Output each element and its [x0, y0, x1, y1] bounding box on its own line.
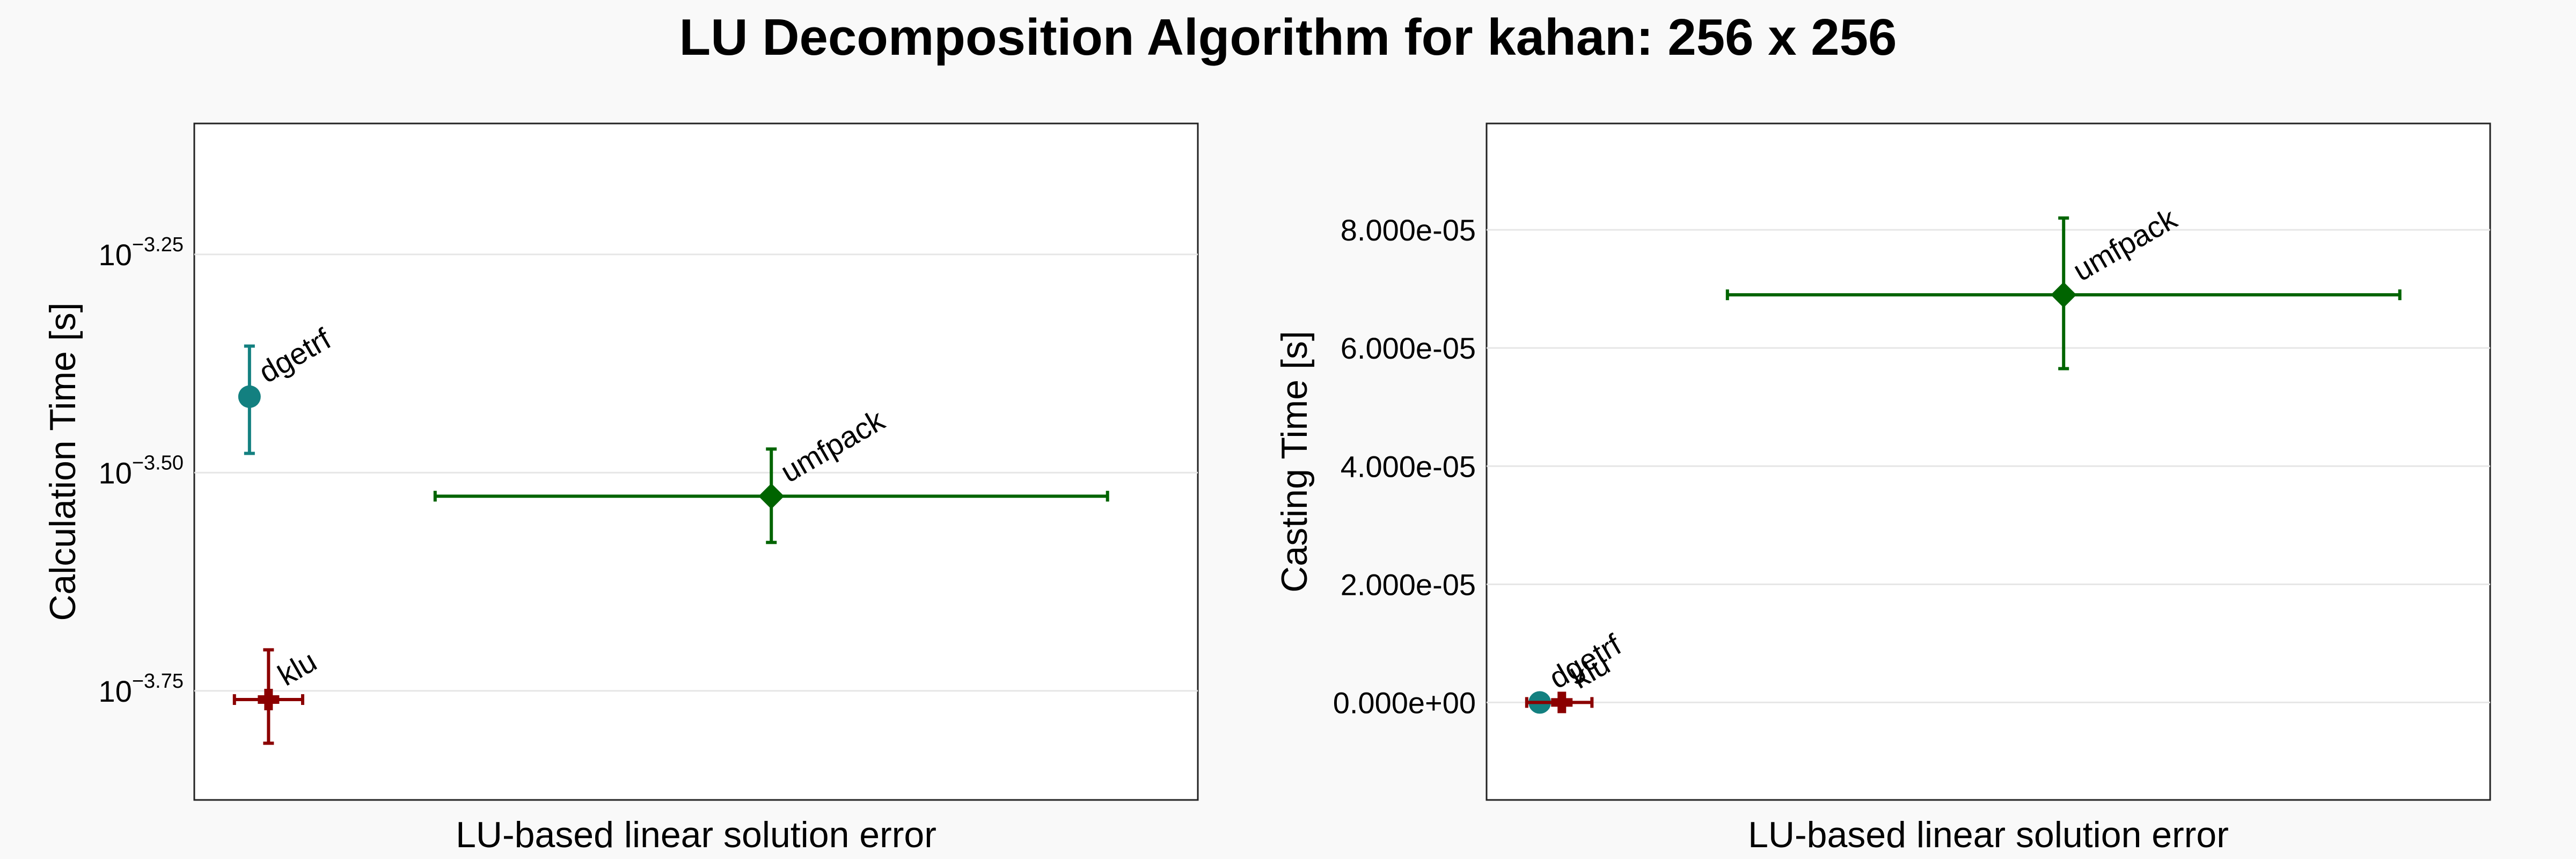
- plot-area: [1485, 122, 2491, 801]
- marker-dgetrf: [238, 385, 261, 408]
- grid-lines: [1487, 229, 2490, 703]
- y-tick-label: 4.000e-05: [1341, 449, 1476, 483]
- marker-umfpack: [758, 483, 785, 509]
- y-tick-label: 10−3.50: [99, 452, 184, 490]
- plot-area: [193, 122, 1199, 801]
- y-tick-label: 8.000e-05: [1341, 213, 1476, 247]
- y-tick-labels: 0.000e+00 2.000e-05 4.000e-05 6.000e-05 8.00…: [1333, 213, 1476, 719]
- grid-lines: [194, 253, 1198, 692]
- y-tick-label: 0.000e+00: [1333, 686, 1476, 719]
- y-axis-label: Casting Time [s]: [1274, 331, 1315, 593]
- casting-time-plot: 0.000e+00 2.000e-05 4.000e-05 6.000e-05 8.00…: [1274, 122, 2491, 855]
- y-tick-labels: 10−3.25 10−3.50 10−3.75: [99, 234, 184, 708]
- marker-klu: [1551, 691, 1573, 714]
- y-tick-label: 2.000e-05: [1341, 567, 1476, 601]
- y-tick-label: 6.000e-05: [1341, 331, 1476, 365]
- y-tick-label: 10−3.25: [99, 234, 184, 272]
- marker-umfpack: [2051, 282, 2077, 308]
- x-axis-label: LU-based linear solution error: [1748, 814, 2229, 855]
- y-tick-label: 10−3.75: [99, 670, 184, 708]
- chart-title: LU Decomposition Algorithm for kahan: 25…: [679, 9, 1897, 66]
- y-axis-label: Calculation Time [s]: [42, 302, 83, 621]
- marker-klu: [258, 689, 280, 711]
- x-axis-label: LU-based linear solution error: [456, 814, 936, 855]
